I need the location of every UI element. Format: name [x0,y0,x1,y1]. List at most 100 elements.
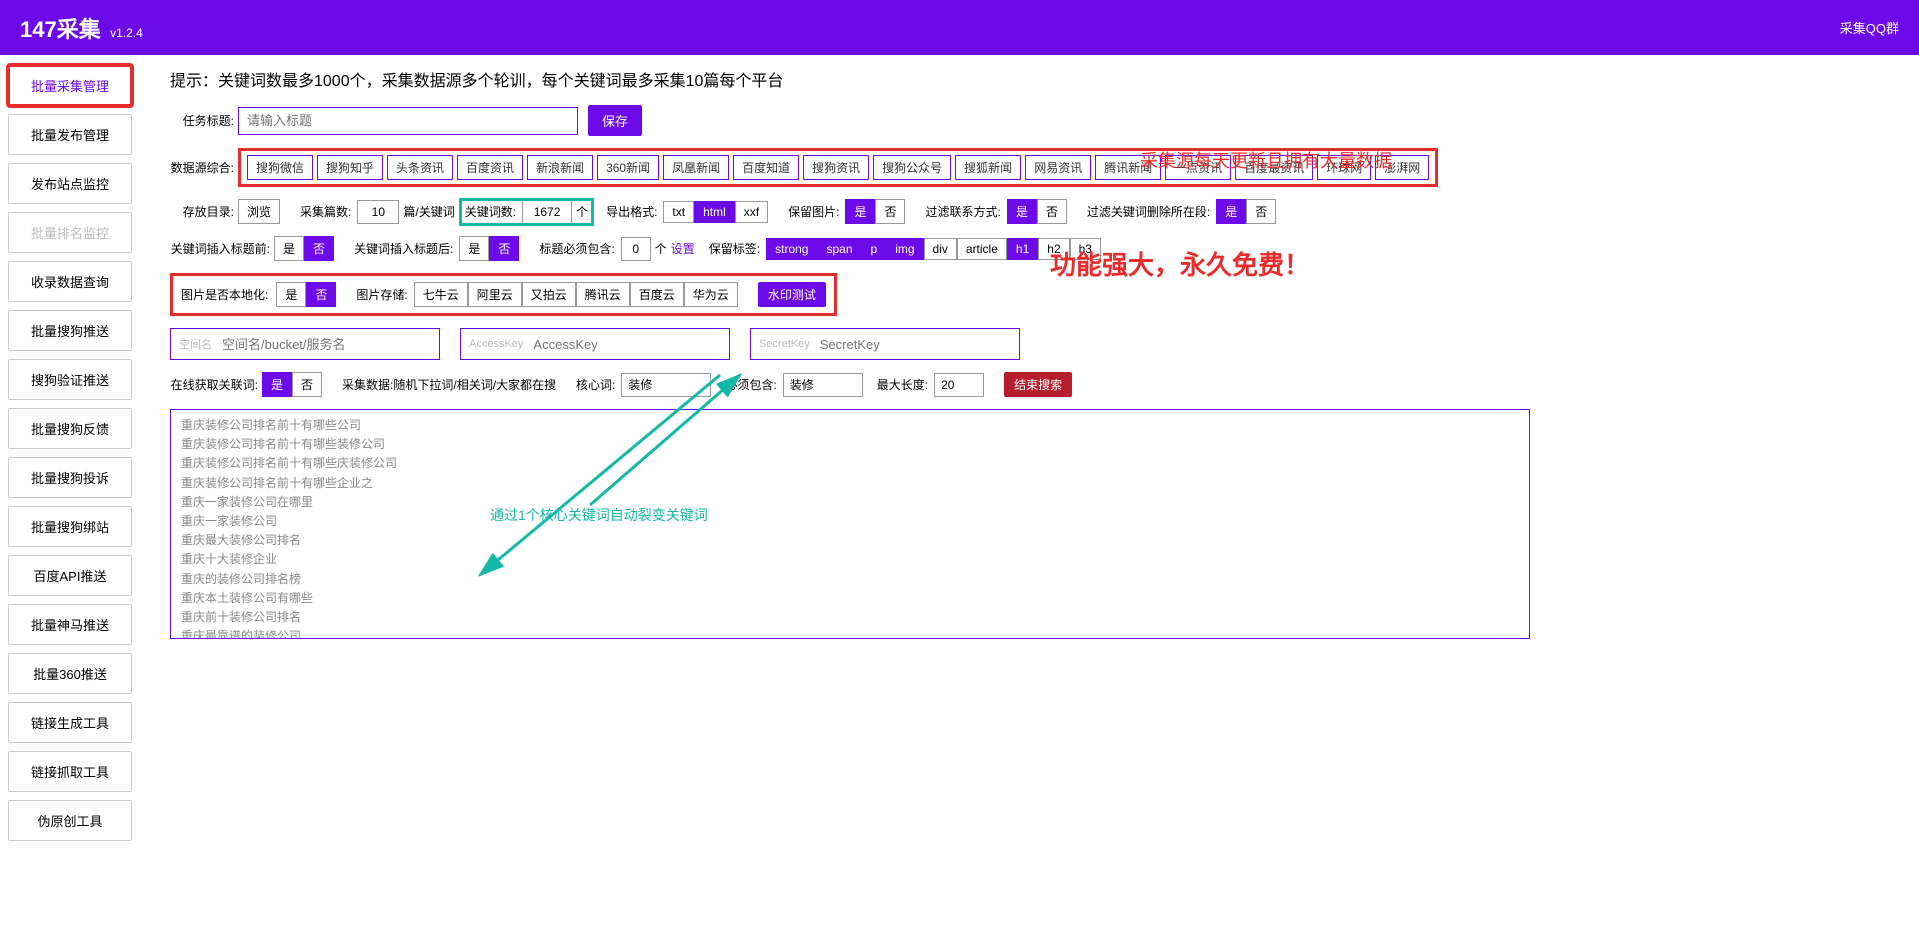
img-local-toggle[interactable]: 是否 [276,282,336,307]
online-must-input[interactable] [783,373,863,397]
sidebar-item-0[interactable]: 批量采集管理 [8,65,132,106]
keepimg-toggle[interactable]: 是否 [845,199,905,224]
before-tgl-opt[interactable]: 是 [274,236,304,261]
sidebar-item-15[interactable]: 伪原创工具 [8,800,132,841]
task-title-input[interactable] [238,107,578,135]
source-tag[interactable]: 360新闻 [597,155,659,180]
end-search-button[interactable]: 结束搜索 [1004,372,1072,397]
core-label: 核心词: [576,376,615,393]
clouds-tgl-opt[interactable]: 百度云 [630,282,684,307]
sidebar-item-4[interactable]: 收录数据查询 [8,261,132,302]
imglocal-tgl-opt[interactable]: 是 [276,282,306,307]
fkw-tgl-opt[interactable]: 否 [1246,199,1276,224]
sidebar-item-6[interactable]: 搜狗验证推送 [8,359,132,400]
secretkey-input[interactable] [820,329,1011,359]
sidebar-item-7[interactable]: 批量搜狗反馈 [8,408,132,449]
maxlen-input[interactable] [934,373,984,397]
accesskey-input[interactable] [533,329,721,359]
before-tgl-opt[interactable]: 否 [304,236,334,261]
export-tgl-opt[interactable]: txt [663,201,694,223]
browse-button[interactable]: 浏览 [238,199,280,224]
sidebar: 批量采集管理批量发布管理发布站点监控批量排名监控收录数据查询批量搜狗推送搜狗验证… [0,55,140,859]
fcontact-tgl-opt[interactable]: 否 [1037,199,1067,224]
export-tgl-opt[interactable]: html [694,201,735,223]
result-line: 重庆十大装修企业 [181,550,1519,569]
kw-after-toggle[interactable]: 是否 [459,236,519,261]
online-tgl-opt[interactable]: 是 [262,372,292,397]
annotation-teal: 通过1个核心关键词自动裂变关键词 [490,505,708,525]
source-tag[interactable]: 凤凰新闻 [663,155,729,180]
fkw-tgl-opt[interactable]: 是 [1216,199,1246,224]
tags-tgl-opt[interactable]: h1 [1007,238,1038,260]
fcontact-tgl-opt[interactable]: 是 [1007,199,1037,224]
after-tgl-opt[interactable]: 是 [459,236,489,261]
source-tag[interactable]: 搜狗资讯 [803,155,869,180]
must-set-link[interactable]: 设置 [671,240,695,257]
filter-kw-toggle[interactable]: 是否 [1216,199,1276,224]
keyword-count-highlight: 关键词数: 个 [461,200,592,224]
result-line: 重庆前十装修公司排名 [181,608,1519,627]
tags-tgl-opt[interactable]: div [924,238,957,260]
source-tag[interactable]: 搜狗微信 [247,155,313,180]
sidebar-item-3[interactable]: 批量排名监控 [8,212,132,253]
clouds-tgl-opt[interactable]: 七牛云 [414,282,468,307]
keepimg-tgl-opt[interactable]: 是 [845,199,875,224]
tags-tgl-opt[interactable]: span [817,238,861,260]
must-input[interactable] [621,237,651,261]
clouds-tgl-opt[interactable]: 阿里云 [468,282,522,307]
source-tag[interactable]: 搜狐新闻 [955,155,1021,180]
kw-after-label: 关键词插入标题后: [354,240,453,257]
must-unit: 个 [655,240,667,257]
sidebar-item-12[interactable]: 批量360推送 [8,653,132,694]
kw-input[interactable] [522,200,572,224]
result-line: 重庆本土装修公司有哪些 [181,589,1519,608]
source-tag[interactable]: 搜狗公众号 [873,155,951,180]
sidebar-item-1[interactable]: 批量发布管理 [8,114,132,155]
source-tag[interactable]: 头条资讯 [387,155,453,180]
brand: 147采集 v1.2.4 [20,12,143,44]
tags-tgl-opt[interactable]: strong [766,238,817,260]
kw-before-toggle[interactable]: 是否 [274,236,334,261]
export-tgl-opt[interactable]: xxf [735,201,768,223]
online-label: 在线获取关联词: [170,376,258,393]
source-tag[interactable]: 百度知道 [733,155,799,180]
result-line: 重庆一家装修公司在哪里 [181,493,1519,512]
keepimg-tgl-opt[interactable]: 否 [875,199,905,224]
imglocal-tgl-opt[interactable]: 否 [306,282,336,307]
after-tgl-opt[interactable]: 否 [489,236,519,261]
sidebar-item-2[interactable]: 发布站点监控 [8,163,132,204]
sidebar-item-8[interactable]: 批量搜狗投诉 [8,457,132,498]
filter-contact-toggle[interactable]: 是否 [1007,199,1067,224]
online-toggle[interactable]: 是否 [262,372,322,397]
save-button[interactable]: 保存 [588,105,642,136]
sidebar-item-9[interactable]: 批量搜狗绑站 [8,506,132,547]
clouds-tgl-opt[interactable]: 又拍云 [522,282,576,307]
online-tgl-opt[interactable]: 否 [292,372,322,397]
export-toggle[interactable]: txthtmlxxf [663,201,768,223]
tags-tgl-opt[interactable]: article [957,238,1007,260]
clouds-tgl-opt[interactable]: 腾讯云 [576,282,630,307]
sources-label: 数据源综合: [170,159,234,176]
result-line: 重庆最靠谱的装修公司 [181,627,1519,639]
sidebar-item-14[interactable]: 链接抓取工具 [8,751,132,792]
watermark-button[interactable]: 水印测试 [758,282,826,307]
count-input[interactable] [357,200,399,224]
space-input[interactable] [222,329,431,359]
clouds-tgl-opt[interactable]: 华为云 [684,282,738,307]
results-box[interactable]: 重庆装修公司排名前十有哪些公司重庆装修公司排名前十有哪些装修公司重庆装修公司排名… [170,409,1530,639]
qq-group-link[interactable]: 采集QQ群 [1840,18,1899,37]
img-clouds[interactable]: 七牛云阿里云又拍云腾讯云百度云华为云 [414,282,738,307]
sidebar-item-5[interactable]: 批量搜狗推送 [8,310,132,351]
core-input[interactable] [621,373,711,397]
online-src-label: 采集数据:随机下拉词/相关词/大家都在搜 [342,376,556,393]
sidebar-item-11[interactable]: 批量神马推送 [8,604,132,645]
sidebar-item-13[interactable]: 链接生成工具 [8,702,132,743]
source-tag[interactable]: 百度资讯 [457,155,523,180]
sidebar-item-10[interactable]: 百度API推送 [8,555,132,596]
source-tag[interactable]: 网易资讯 [1025,155,1091,180]
result-line: 重庆装修公司排名前十有哪些装修公司 [181,435,1519,454]
source-tag[interactable]: 搜狗知乎 [317,155,383,180]
tags-tgl-opt[interactable]: img [886,238,923,260]
source-tag[interactable]: 新浪新闻 [527,155,593,180]
tags-tgl-opt[interactable]: p [862,238,887,260]
